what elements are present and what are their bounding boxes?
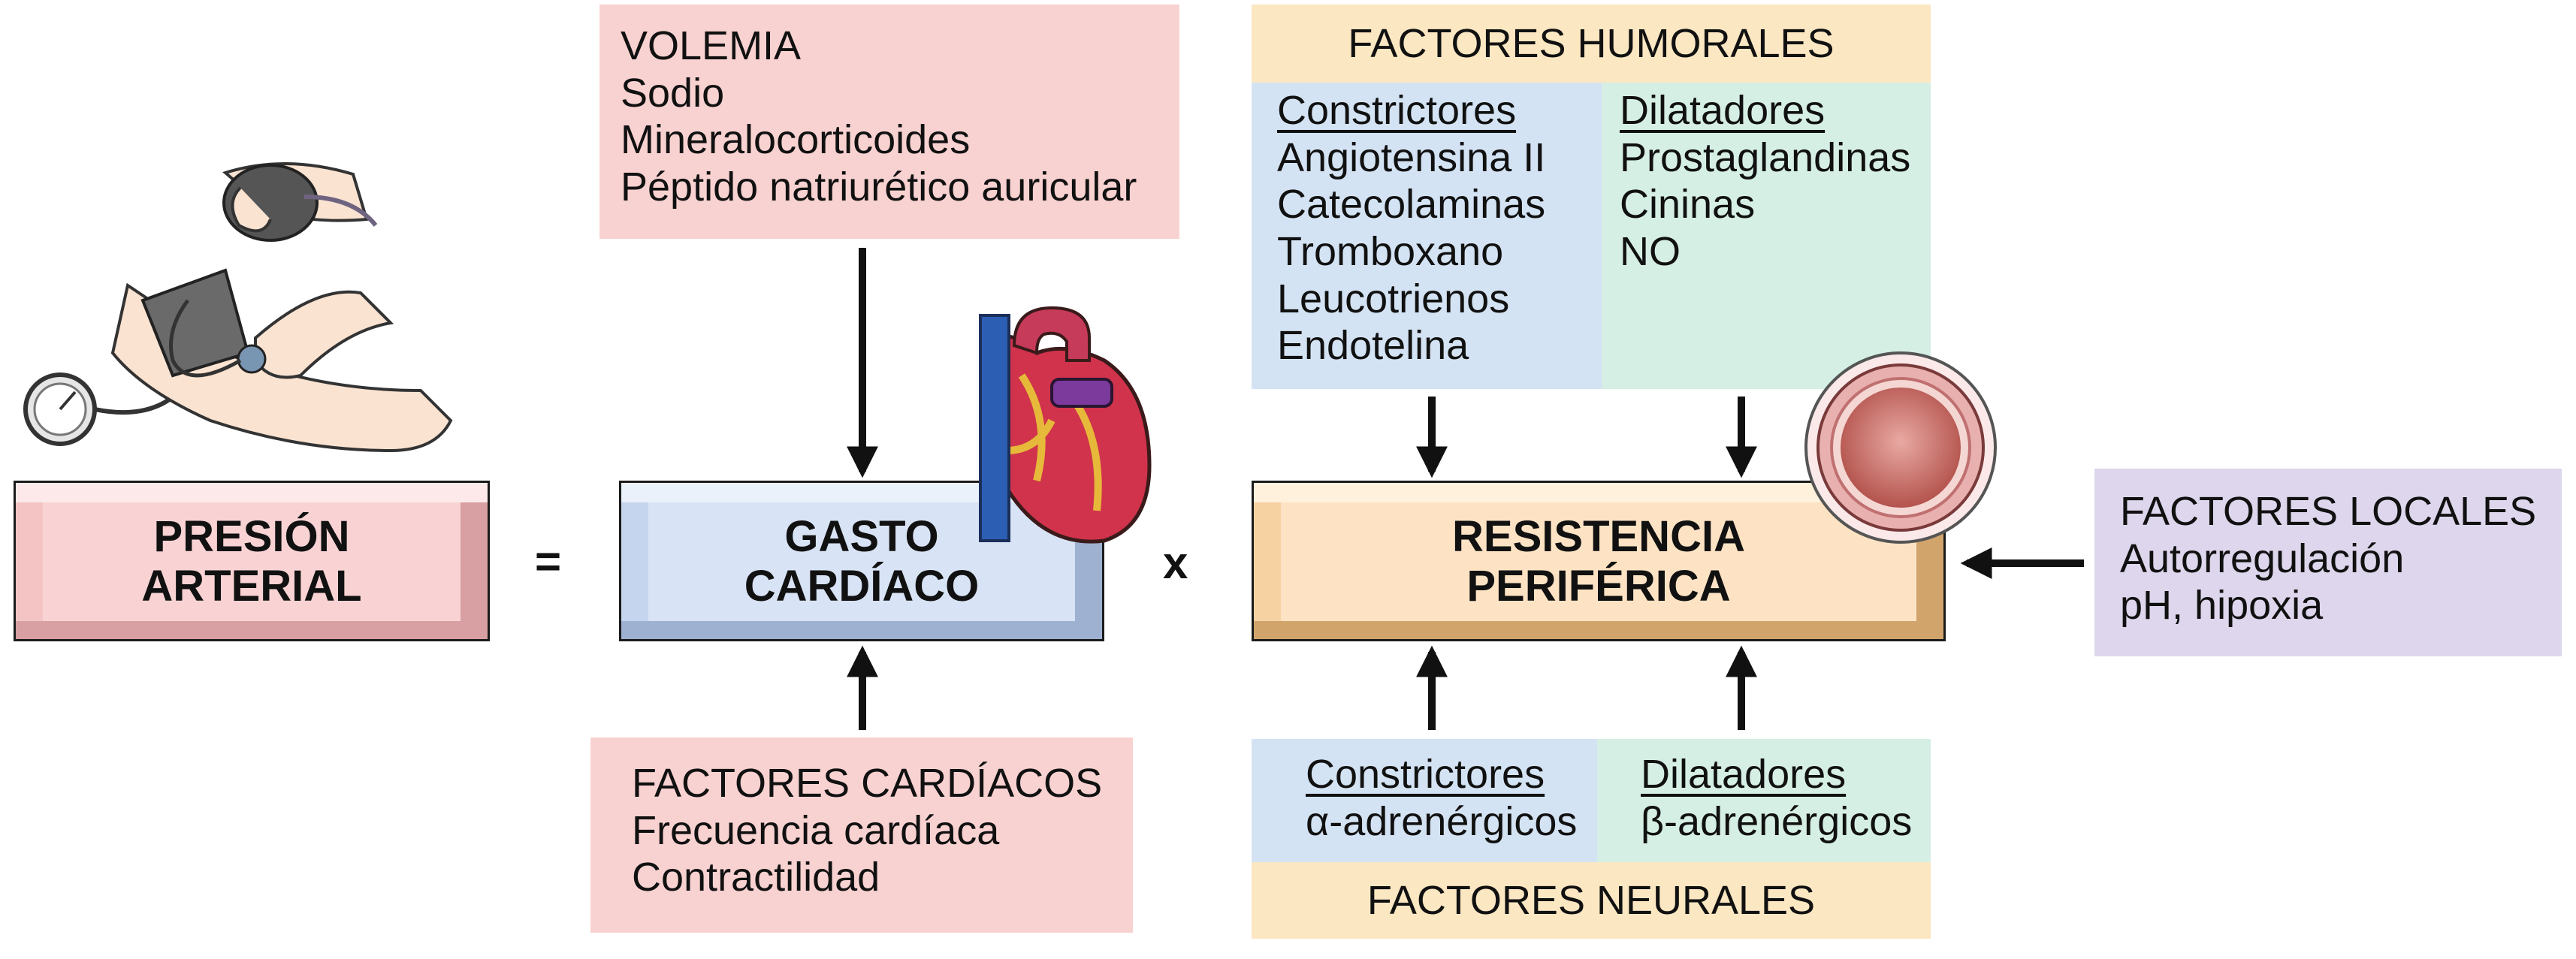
blood-pressure-label-line: PRESIÓN	[153, 511, 350, 561]
neural-factors-title: FACTORES NEURALES	[1252, 862, 1931, 939]
humoral-constrictor-item: Endotelina	[1277, 323, 1469, 369]
humoral-constrictors-header: Constrictores	[1277, 88, 1517, 133]
local-factor-ph-hypoxia: pH, hipoxia	[2120, 583, 2324, 629]
cardiac-factor-contractility: Contractilidad	[632, 855, 880, 900]
cardiac-factor-heart-rate: Frecuencia cardíaca	[632, 807, 1000, 853]
local-factors-title: FACTORES LOCALES	[2120, 489, 2537, 534]
volemia-item-anp: Péptido natriurético auricular	[621, 164, 1137, 210]
local-factor-autoregulation: Autorregulación	[2120, 535, 2405, 581]
humoral-dilator-item: Prostaglandinas	[1620, 134, 1911, 180]
peripheral-resistance-box: RESISTENCIA PERIFÉRICA	[1252, 481, 1946, 641]
humoral-dilator-item: NO	[1620, 228, 1681, 274]
humoral-constrictor-item: Tromboxano	[1277, 228, 1504, 274]
cardiac-factors-box: FACTORES CARDÍACOS Frecuencia cardíaca C…	[590, 737, 1133, 933]
humoral-constrictor-item: Leucotrienos	[1277, 276, 1510, 321]
humoral-constrictor-item: Angiotensina II	[1277, 134, 1546, 180]
neural-constrictors-header: Constrictores	[1306, 752, 1545, 797]
neural-constrictors-box: Constrictores α-adrenérgicos	[1252, 739, 1597, 862]
volemia-title: VOLEMIA	[621, 23, 802, 68]
peripheral-resistance-label-line: RESISTENCIA	[1452, 511, 1745, 561]
blood-pressure-measurement-icon	[23, 162, 453, 453]
local-factors-box: FACTORES LOCALES Autorregulación pH, hip…	[2094, 469, 2562, 656]
volemia-factors-box: VOLEMIA Sodio Mineralocorticoides Péptid…	[599, 5, 1179, 239]
humoral-dilators-box: Dilatadores Prostaglandinas Cininas NO	[1602, 83, 1931, 389]
humoral-factors-title: FACTORES HUMORALES	[1252, 5, 1931, 83]
cardiac-output-box: GASTO CARDÍACO	[619, 481, 1104, 641]
cardiac-output-label-line: CARDÍACO	[744, 562, 980, 611]
peripheral-resistance-label: RESISTENCIA PERIFÉRICA	[1281, 502, 1916, 621]
cardiac-output-label: GASTO CARDÍACO	[648, 502, 1075, 621]
cardiac-output-label-line: GASTO	[784, 511, 939, 561]
neural-dilators-header: Dilatadores	[1641, 752, 1847, 797]
blood-pressure-label: PRESIÓN ARTERIAL	[43, 502, 461, 621]
cardiac-factors-title: FACTORES CARDÍACOS	[632, 761, 1103, 806]
humoral-constrictors-box: Constrictores Angiotensina II Catecolami…	[1252, 83, 1602, 389]
blood-pressure-label-line: ARTERIAL	[141, 562, 362, 611]
humoral-constrictor-item: Catecolaminas	[1277, 182, 1546, 228]
neural-constrictor-item: α-adrenérgicos	[1306, 798, 1578, 844]
humoral-dilator-item: Cininas	[1620, 182, 1756, 228]
multiply-sign: x	[1163, 538, 1188, 588]
equals-sign: =	[535, 536, 562, 587]
peripheral-resistance-label-line: PERIFÉRICA	[1466, 562, 1731, 611]
volemia-item-mineralocorticoids: Mineralocorticoides	[621, 117, 971, 163]
blood-pressure-box: PRESIÓN ARTERIAL	[14, 481, 490, 641]
neural-dilators-box: Dilatadores β-adrenérgicos	[1597, 739, 1931, 862]
neural-dilator-item: β-adrenérgicos	[1641, 798, 1913, 844]
volemia-item-sodium: Sodio	[621, 70, 725, 116]
humoral-dilators-header: Dilatadores	[1620, 88, 1826, 133]
